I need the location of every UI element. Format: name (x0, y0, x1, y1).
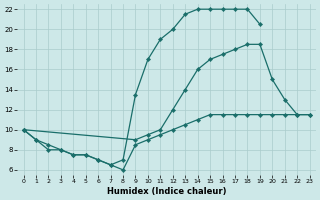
X-axis label: Humidex (Indice chaleur): Humidex (Indice chaleur) (107, 187, 226, 196)
